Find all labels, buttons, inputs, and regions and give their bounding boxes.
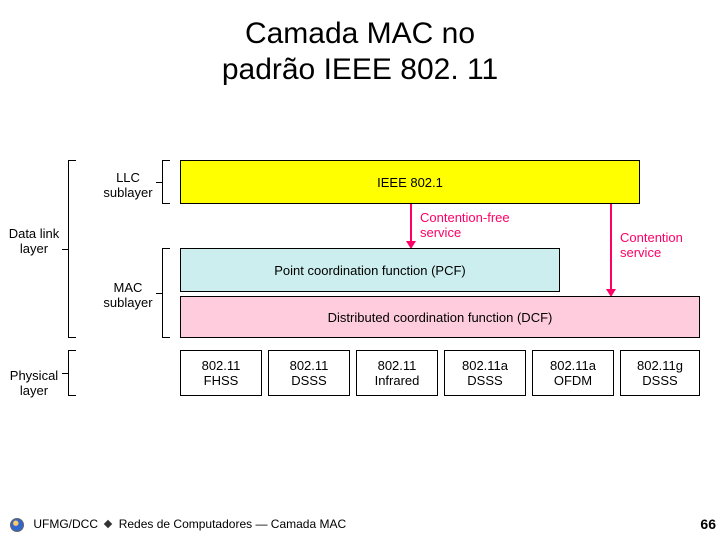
box-pcf-label: Point coordination function (PCF) <box>274 263 465 278</box>
arrow-c-shaft <box>610 204 612 292</box>
box-phy-0-label: 802.11FHSS <box>202 358 241 388</box>
bracket-datalink <box>68 160 76 338</box>
footer-org: UFMG/DCC <box>33 517 98 531</box>
diamond-icon <box>104 520 112 528</box>
box-ieee8021-label: IEEE 802.1 <box>377 175 443 190</box>
box-pcf: Point coordination function (PCF) <box>180 248 560 292</box>
bracket-mac <box>162 248 170 338</box>
box-phy-4-label: 802.11aOFDM <box>550 358 596 388</box>
slide-title: Camada MAC no padrão IEEE 802. 11 <box>0 16 720 88</box>
box-dcf: Distributed coordination function (DCF) <box>180 296 700 338</box>
box-phy-3-label: 802.11aDSSS <box>462 358 508 388</box>
label-datalink: Data linklayer <box>4 226 64 256</box>
box-ieee8021: IEEE 802.1 <box>180 160 640 204</box>
footer-course: Redes de Computadores — Camada MAC <box>119 517 346 531</box>
box-dcf-label: Distributed coordination function (DCF) <box>328 310 553 325</box>
title-line1: Camada MAC no <box>0 16 720 52</box>
label-llc-sublayer: LLCsublayer <box>98 170 158 200</box>
mac-diagram: Data linklayer Physicallayer LLCsublayer… <box>40 140 700 440</box>
label-c-service: Contentionservice <box>620 230 683 260</box>
page-number: 66 <box>700 516 716 532</box>
box-phy-3: 802.11aDSSS <box>444 350 526 396</box>
label-physical: Physicallayer <box>4 368 64 398</box>
box-phy-1-label: 802.11DSSS <box>290 358 329 388</box>
footer: UFMG/DCC Redes de Computadores — Camada … <box>10 517 720 532</box>
title-line2: padrão IEEE 802. 11 <box>0 52 720 88</box>
box-phy-0: 802.11FHSS <box>180 350 262 396</box>
box-phy-2-label: 802.11Infrared <box>375 358 420 388</box>
box-phy-5-label: 802.11gDSSS <box>637 358 683 388</box>
label-mac-sublayer: MACsublayer <box>98 280 158 310</box>
box-phy-5: 802.11gDSSS <box>620 350 700 396</box>
label-cf-service: Contention-freeservice <box>420 210 510 240</box>
arrow-cf-shaft <box>410 204 412 244</box>
logo-icon <box>10 518 24 532</box>
bracket-llc <box>162 160 170 204</box>
box-phy-2: 802.11Infrared <box>356 350 438 396</box>
box-phy-1: 802.11DSSS <box>268 350 350 396</box>
bracket-physical <box>68 350 76 396</box>
box-phy-4: 802.11aOFDM <box>532 350 614 396</box>
